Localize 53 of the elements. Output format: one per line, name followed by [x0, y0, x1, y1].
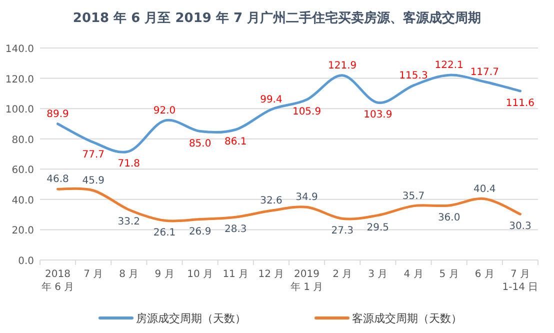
y-tick-label: 40.0 [12, 195, 34, 206]
x-tick-label: 10 月 [187, 269, 214, 280]
x-tick-label: 3 月 [368, 269, 388, 280]
data-label: 35.7 [402, 190, 425, 202]
x-tick-label: 7 月 1-14 日 [502, 269, 538, 293]
legend-label: 客源成交周期（天数） [352, 312, 462, 325]
title: 2018 年 6 月至 2019 年 7 月广州二手住宅买卖房源、客源成交周期 [72, 11, 482, 26]
data-label: 26.9 [188, 226, 212, 238]
data-label: 34.9 [296, 192, 318, 204]
x-tick-label: 2018 年 6 月 [41, 269, 74, 293]
x-tick-label: 6 月 [474, 269, 494, 280]
x-tick-label: 8 月 [119, 269, 139, 280]
x-tick-label: 7 月 [84, 269, 104, 280]
data-label: 122.1 [434, 60, 464, 72]
x-tick-label: 11 月 [222, 269, 249, 280]
y-tick-label: 0.0 [18, 256, 34, 267]
y-tick-label: 140.0 [5, 44, 34, 55]
x-tick-label: 12 月 [258, 269, 284, 280]
data-label: 33.2 [118, 216, 140, 228]
legend-label: 房源成交周期（天数） [136, 312, 246, 325]
x-tick-label: 2 月 [332, 269, 352, 280]
data-label: 46.8 [46, 174, 69, 186]
data-label: 105.9 [292, 106, 322, 118]
data-label: 77.7 [82, 149, 104, 160]
data-label: 36.0 [438, 212, 460, 224]
data-label: 32.6 [260, 196, 282, 207]
data-label: 45.9 [82, 175, 104, 186]
y-tick-label: 100.0 [5, 104, 34, 116]
data-label: 85.0 [188, 138, 212, 150]
x-tick-label: 2019 年 1 月 [290, 269, 324, 293]
data-label: 40.4 [474, 184, 496, 195]
data-label: 27.3 [331, 226, 354, 237]
data-label: 115.3 [399, 70, 428, 82]
data-label: 92.0 [153, 106, 176, 117]
y-tick-label: 20.0 [12, 226, 34, 237]
data-label: 99.4 [260, 94, 282, 106]
data-label: 89.9 [46, 108, 69, 120]
data-label: 71.8 [118, 158, 140, 170]
data-label: 29.5 [366, 222, 390, 234]
data-label: 86.1 [224, 136, 247, 148]
data-label: 117.7 [470, 66, 499, 78]
x-tick-label: 9 月 [154, 269, 174, 280]
y-tick-label: 60.0 [12, 165, 34, 176]
data-label: 30.3 [509, 221, 532, 232]
x-tick-label: 4 月 [404, 269, 424, 280]
data-label: 111.6 [506, 98, 535, 110]
x-tick-label: 5 月 [439, 269, 459, 280]
data-label: 26.1 [153, 227, 176, 238]
y-tick-label: 80.0 [12, 134, 34, 146]
data-label: 103.9 [364, 110, 392, 121]
y-tick-label: 120.0 [5, 74, 34, 86]
data-label: 121.9 [328, 60, 357, 72]
data-label: 28.3 [224, 224, 247, 236]
